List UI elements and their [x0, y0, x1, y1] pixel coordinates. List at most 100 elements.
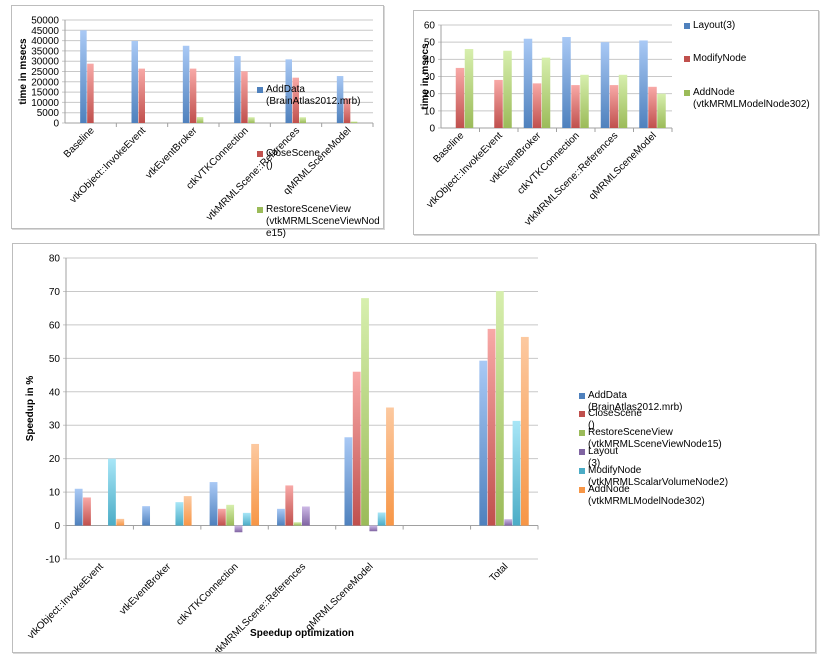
y-tick-label: 30 — [49, 421, 61, 432]
y-tick-label: 10 — [424, 106, 436, 117]
chart-frame-time-layout: 0 10 20 30 40 50 60 time in msecs Baseline vtkObj… — [413, 10, 819, 235]
chart-time-adddata: 0500010000150002000025000300003500040000… — [18, 16, 374, 223]
bar-layout-3-ctkvtkconnection — [234, 525, 243, 533]
x-tick-label: ctkVTKConnection — [174, 561, 240, 627]
y-tick-label: 30 — [424, 72, 436, 83]
bar-addnode-vtkmrmlmodelnode302-vtkeventbroker — [541, 57, 551, 128]
y-tick-label: 10000 — [31, 98, 59, 109]
bar-closescene-vtkmrmlscene-references — [285, 485, 294, 526]
y-tick-label: 25000 — [31, 67, 59, 78]
bar-addnode-vtkmrmlmodelnode302-total — [520, 336, 529, 526]
bar-restoresceneview-vtkmrmlsceneviewnode15-vtkmrmlscene-references — [299, 117, 306, 123]
legend-item: ModifyNode (vtkMRMLScalarVolumeNode2) — [579, 465, 728, 489]
bar-layout-3-vtkeventbroker — [523, 38, 533, 128]
legend-swatch — [579, 411, 585, 417]
bar-closescene-vtkobject-invokeevent — [83, 497, 91, 526]
chart-frame-time-adddata: 0 5000 10000 15000 20000 25000 30000 35000 40000… — [11, 5, 384, 239]
y-tick-label: 0 — [53, 119, 59, 130]
bar-adddata-brainatlas2012-mrb-qmrmlscenemodel — [336, 76, 344, 123]
bar-closescene-total — [487, 328, 496, 526]
x-axis-label: Speedup optimization — [250, 628, 354, 639]
y-tick-label: 20000 — [31, 77, 59, 88]
bar-adddata-brainatlas2012-mrb-ctkvtkconnection — [234, 56, 241, 123]
legend-item: AddData (BrainAtlas2012.mrb) — [257, 84, 360, 108]
y-axis-label: time in msecs — [420, 43, 431, 110]
legend-label: ModifyNode (vtkMRMLScalarVolumeNode2) — [588, 465, 729, 488]
bar-layout-3-total — [504, 519, 513, 526]
y-tick-label: 40000 — [31, 36, 59, 47]
legend-item: Layout (3) — [579, 446, 618, 470]
bar-modifynode-vtkmrmlscalarvolumenode2-total — [512, 420, 521, 526]
bar-restoresceneview-vtkmrmlsceneviewnode15-qmrmlscenemodel — [350, 121, 358, 123]
legend-swatch — [684, 23, 690, 29]
y-tick-label: 0 — [54, 521, 60, 532]
bar-closescene-vtkeventbroker — [189, 68, 197, 123]
bar-adddata-brainatlas2012-mrb-total — [479, 360, 488, 526]
legend-item: AddData (BrainAtlas2012.mrb) — [579, 390, 682, 414]
legend-item: Layout(3) — [684, 20, 735, 32]
bar-addnode-vtkmrmlmodelnode302-ctkvtkconnection — [580, 74, 589, 128]
bar-modifynode-vtkobject-invokeevent — [494, 79, 503, 128]
chart-frame-speedup: -10 0 10 20 30 40 50 60 70 80 Speedup in % vtkObjec… — [12, 243, 816, 653]
legend-item: RestoreSceneView (vtkMRMLSceneViewNod e1… — [257, 204, 380, 240]
y-tick-label: 40 — [424, 55, 436, 66]
x-tick-label: Total — [488, 561, 511, 584]
legend-swatch — [257, 87, 263, 93]
y-axis-label: Speedup in % — [25, 376, 36, 442]
bar-adddata-brainatlas2012-mrb-vtkeventbroker — [182, 45, 190, 123]
legend-label: CloseScene () — [266, 148, 320, 171]
bar-closescene-baseline — [87, 63, 94, 123]
bar-modifynode-qmrmlscenemodel — [648, 86, 657, 128]
y-tick-label: 60 — [49, 320, 61, 331]
y-tick-label: 40 — [49, 387, 61, 398]
y-tick-label: 20 — [424, 89, 436, 100]
legend-label: RestoreSceneView (vtkMRMLSceneViewNode15… — [588, 427, 722, 450]
y-tick-label: 5000 — [37, 108, 60, 119]
legend-label: CloseScene () — [588, 408, 642, 431]
legend-label: Layout(3) — [693, 20, 736, 31]
legend-item: AddNode (vtkMRMLModelNode302) — [579, 484, 705, 508]
legend-swatch — [684, 56, 690, 62]
bar-adddata-brainatlas2012-mrb-vtkmrmlscene-references — [277, 508, 285, 526]
bar-restoresceneview-vtkmrmlsceneviewnode15-ctkvtkconnection — [226, 504, 235, 526]
bar-layout-3-qmrmlscenemodel — [369, 525, 378, 532]
legend-item: ModifyNode — [684, 53, 746, 65]
y-tick-label: 20 — [49, 454, 61, 465]
bar-modifynode-vtkmrmlscalarvolumenode2-vtkeventbroker — [175, 502, 184, 526]
y-tick-label: 80 — [49, 254, 61, 265]
bar-addnode-vtkmrmlmodelnode302-qmrmlscenemodel — [386, 407, 394, 526]
bar-closescene-vtkmrmlscene-references — [292, 77, 299, 123]
x-tick-label: Baseline — [431, 130, 466, 165]
legend-label: Layout (3) — [588, 446, 619, 469]
bar-closescene-qmrmlscenemodel — [352, 371, 361, 526]
legend-label: AddData (BrainAtlas2012.mrb) — [588, 390, 683, 413]
bar-modifynode-baseline — [455, 67, 465, 128]
legend-swatch — [579, 449, 585, 455]
legend-label: AddNode (vtkMRMLModelNode302) — [693, 87, 810, 110]
bar-modifynode-vtkmrmlscalarvolumenode2-vtkobject-invokeevent — [108, 458, 116, 526]
bar-closescene-qmrmlscenemodel — [343, 98, 351, 123]
bar-closescene-vtkobject-invokeevent — [138, 68, 145, 123]
legend-swatch — [257, 151, 263, 157]
y-tick-label: -10 — [46, 555, 61, 566]
bar-addnode-vtkmrmlmodelnode302-baseline — [464, 49, 474, 128]
bar-restoresceneview-vtkmrmlsceneviewnode15-vtkeventbroker — [196, 117, 204, 123]
bar-restoresceneview-vtkmrmlsceneviewnode15-total — [495, 291, 504, 526]
y-tick-label: 35000 — [31, 46, 59, 57]
legend-swatch — [579, 487, 585, 493]
x-tick-label: qMRMLSceneModel — [304, 561, 376, 633]
bar-addnode-vtkmrmlmodelnode302-vtkmrmlscene-references — [618, 74, 628, 128]
bar-addnode-vtkmrmlmodelnode302-qmrmlscenemodel — [657, 93, 666, 128]
bar-layout-3-vtkmrmlscene-references — [600, 42, 610, 128]
x-tick-label: Baseline — [62, 125, 97, 160]
bar-layout-3-qmrmlscenemodel — [639, 40, 648, 129]
bar-adddata-brainatlas2012-mrb-vtkmrmlscene-references — [285, 59, 292, 123]
bar-adddata-brainatlas2012-mrb-vtkobject-invokeevent — [74, 488, 83, 526]
legend-swatch — [684, 90, 690, 96]
bar-layout-3-ctkvtkconnection — [562, 37, 571, 129]
legend-swatch — [579, 468, 585, 474]
legend-item: AddNode (vtkMRMLModelNode302) — [684, 87, 810, 111]
y-tick-label: 10 — [49, 488, 61, 499]
bar-adddata-brainatlas2012-mrb-ctkvtkconnection — [209, 482, 218, 526]
legend-item: CloseScene () — [257, 148, 320, 172]
